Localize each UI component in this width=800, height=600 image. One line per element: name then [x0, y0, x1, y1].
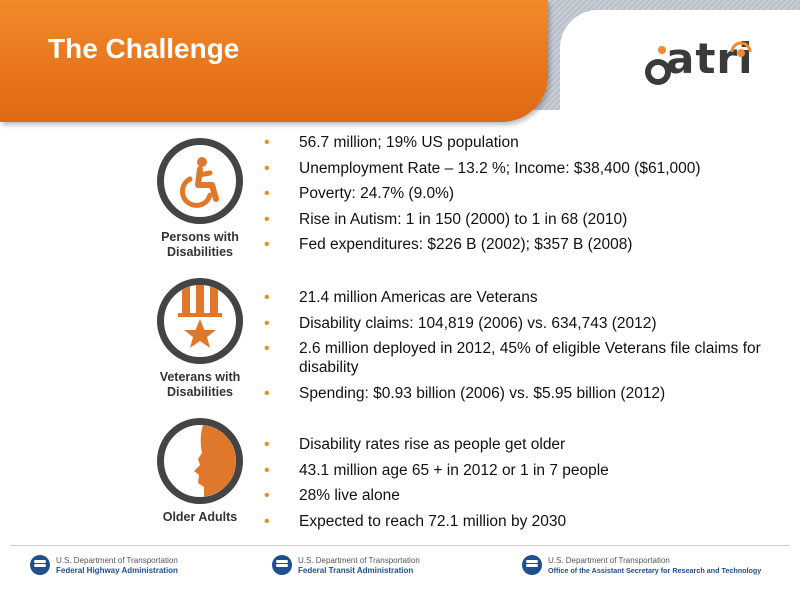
- persons-with-disabilities-label: Persons with Disabilities: [161, 230, 239, 259]
- older-adults-icon-group: Older Adults: [150, 418, 250, 525]
- older-adult-profile-icon: [157, 418, 243, 504]
- list-item: • 28% live alone: [264, 487, 400, 504]
- logo-panel: [560, 10, 800, 110]
- page-title: The Challenge: [48, 33, 240, 64]
- persons-with-disabilities-icon-group: Persons with Disabilities: [150, 138, 250, 260]
- dot-seal-icon: [30, 555, 50, 575]
- list-item: • 2.6 million deployed in 2012, 45% of el…: [264, 340, 761, 376]
- list-item: • Fed expenditures: $226 B (2002); $357 B…: [264, 236, 633, 253]
- dot-seal-icon: [272, 555, 292, 575]
- logo-wheelchair-icon: [645, 46, 671, 85]
- list-item: • Rise in Autism: 1 in 150 (2000) to 1 in…: [264, 210, 628, 228]
- list-item: • Poverty: 24.7% (9.0%): [264, 185, 455, 202]
- list-item: • Spending: $0.93 billion (2006) vs. $5.9…: [264, 384, 666, 402]
- list-item: • Expected to reach 72.1 million by 2030: [264, 512, 567, 530]
- footer-divider: [10, 545, 790, 546]
- medal-star-icon: [157, 278, 243, 364]
- veterans-with-disabilities-label: Veterans with Disabilities: [159, 370, 241, 399]
- list-item: • 21.4 million Americas are Veterans: [264, 289, 538, 306]
- logo-signal-icon: [730, 41, 752, 57]
- atri-logo: atri: [640, 34, 770, 90]
- older-adults-bullet-list: • Disability rates rise as people get old…: [264, 435, 784, 537]
- older-adults-label: Older Adults: [162, 510, 238, 524]
- fta-logo: U.S. Department of Transportation Federa…: [272, 555, 472, 585]
- veterans-with-disabilities-icon-group: Veterans with Disabilities: [150, 278, 250, 400]
- wheelchair-icon: [157, 138, 243, 224]
- dot-seal-icon: [522, 555, 542, 575]
- list-item: • 43.1 million age 65 + in 2012 or 1 in 7…: [264, 461, 609, 479]
- veterans-bullet-list: • 21.4 million Americas are Veterans • Dis…: [264, 288, 784, 409]
- list-item: • 56.7 million; 19% US population: [264, 134, 519, 151]
- persons-bullet-list: • 56.7 million; 19% US population • Unempl…: [264, 133, 784, 261]
- title-banner: The Challenge: [0, 0, 548, 122]
- list-item: • Unemployment Rate – 13.2 %; Income: $38…: [264, 159, 701, 177]
- oast-logo: U.S. Department of Transportation Office…: [522, 555, 792, 585]
- fhwa-logo: U.S. Department of Transportation Federa…: [30, 555, 230, 585]
- list-item: • Disability claims: 104,819 (2006) vs. 6…: [264, 314, 657, 332]
- list-item: • Disability rates rise as people get old…: [264, 436, 566, 453]
